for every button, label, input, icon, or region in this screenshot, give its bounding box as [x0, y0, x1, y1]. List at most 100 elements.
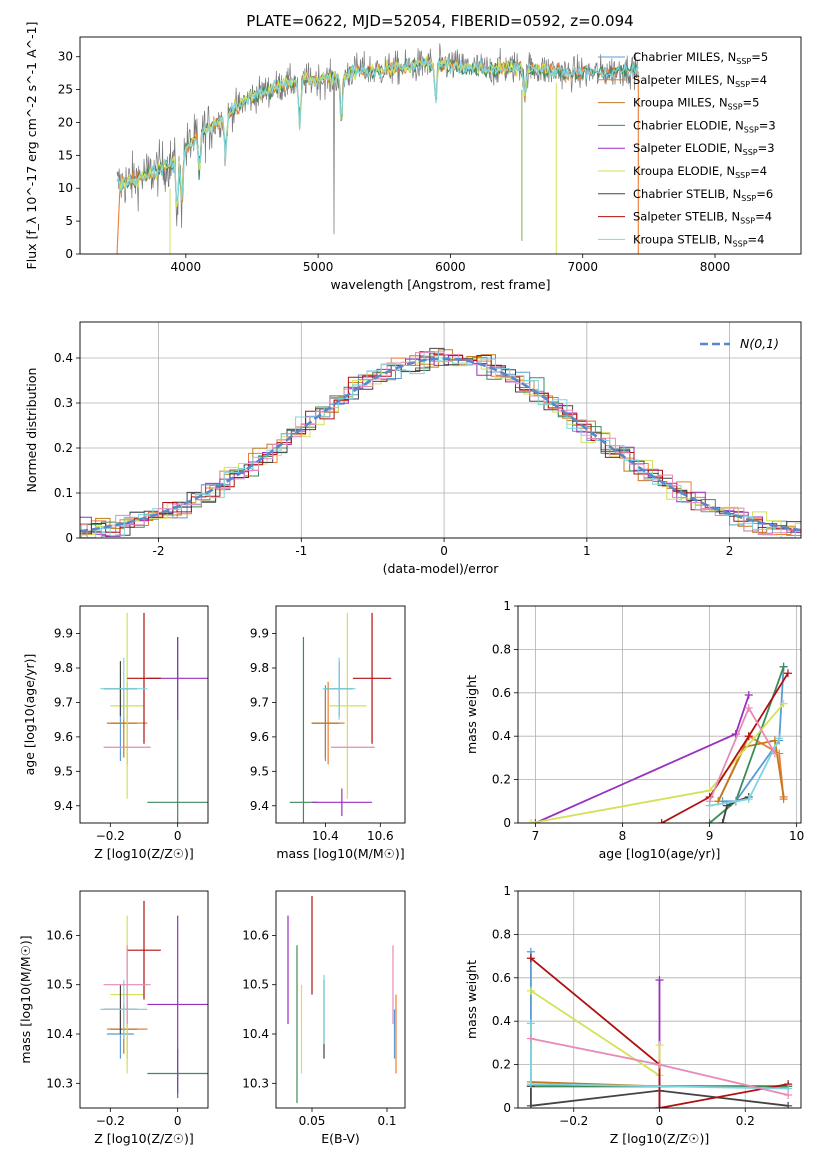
y-tick-label: 0 [65, 531, 73, 545]
legend-label: Salpeter STELIB, NSSP=4 [633, 210, 772, 226]
errorbars [289, 612, 392, 823]
series-point [775, 734, 784, 743]
y-tick-label: 9.5 [250, 764, 269, 778]
x-axis-label: Z [log10(Z/Z☉)] [610, 1131, 710, 1146]
plot-frame [517, 605, 802, 824]
y-tick-label: 1 [503, 599, 511, 613]
y-tick-label: 30 [58, 50, 73, 64]
series-point [526, 1034, 535, 1043]
errorbars [100, 900, 208, 1099]
plot-frame [79, 36, 802, 255]
panel-mass-weight-vs-Z: −0.2 0 0.2 0 0.2 0.4 0.6 0.8 1 Z [log10(Z/Z☉)] mas… [464, 884, 802, 1146]
y-axis-label: age [log10(age/yr)] [22, 654, 37, 776]
series-point [527, 819, 536, 823]
x-tick-label: -1 [295, 544, 307, 558]
weight-lines [527, 662, 792, 823]
panel-mass-vs-Z: −0.2 0 10.3 10.4 10.5 10.6 Z [log10(Z/Z☉)] mass… [18, 890, 209, 1146]
model-spectrum-line [116, 57, 639, 202]
series-point [526, 1080, 535, 1089]
x-tick-label: 5000 [303, 260, 334, 274]
x-tick-label: 0 [174, 829, 182, 843]
plot-frame [517, 890, 802, 1109]
x-axis-label: wavelength [Angstrom, rest frame] [330, 277, 550, 292]
x-tick-label: −0.2 [96, 829, 125, 843]
legend-label: Chabrier MILES, NSSP=5 [633, 50, 768, 66]
series-point [784, 1090, 793, 1099]
y-tick-label: 15 [58, 148, 73, 162]
x-axis-label: (data-model)/error [383, 561, 500, 576]
y-axis-label: mass weight [464, 675, 479, 754]
x-tick-label: 9 [706, 829, 714, 843]
y-tick-label: 1 [503, 884, 511, 898]
y-tick-label: 10.3 [46, 1076, 73, 1090]
y-tick-label: 0.6 [492, 686, 511, 700]
legend-label: Salpeter MILES, NSSP=4 [633, 73, 767, 89]
panel-residuals: -2 -1 0 1 2 0 0.1 0.2 0.3 0.4 (data-model)/error No… [24, 321, 802, 576]
y-tick-label: 0.4 [492, 729, 511, 743]
y-tick-label: 9.5 [54, 764, 73, 778]
y-tick-label: 10.3 [242, 1076, 269, 1090]
x-tick-label: 4000 [171, 260, 202, 274]
series-line [530, 1086, 789, 1107]
x-axis-label: Z [log10(Z/Z☉)] [94, 846, 194, 861]
legend: Chabrier MILES, NSSP=5 Salpeter MILES, NS… [598, 50, 776, 248]
series-point [784, 1101, 793, 1108]
series-point [783, 669, 792, 678]
y-tick-label: 0.4 [54, 351, 73, 365]
histogram-step [80, 347, 801, 537]
y-tick-label: 0.1 [54, 486, 73, 500]
x-tick-label: 1 [583, 544, 591, 558]
y-tick-label: 0 [503, 1101, 511, 1115]
y-tick-label: 9.7 [250, 695, 269, 709]
x-tick-label: 8000 [700, 260, 731, 274]
plot-frame [275, 890, 406, 1109]
series-point [526, 986, 535, 995]
figure-title: PLATE=0622, MJD=52054, FIBERID=0592, z=0… [246, 12, 634, 30]
y-tick-label: 0.8 [492, 642, 511, 656]
series-line [661, 672, 789, 823]
y-tick-label: 5 [65, 214, 73, 228]
model-spectrum-line [119, 56, 557, 208]
plot-frame [79, 605, 209, 824]
panel-age-vs-Z: −0.2 0 9.4 9.5 9.6 9.7 9.8 9.9 Z [log10(Z/Z☉)] ag… [22, 605, 209, 861]
series-point [655, 1060, 664, 1069]
series-line [530, 990, 661, 1078]
errorbars [287, 895, 397, 1104]
y-tick-label: 20 [58, 115, 73, 129]
y-tick-label: 0.2 [492, 773, 511, 787]
series-point [744, 795, 753, 804]
y-axis-label: mass weight [464, 960, 479, 1039]
y-tick-label: 0.4 [492, 1014, 511, 1028]
series-point [744, 732, 753, 741]
y-tick-label: 10.5 [242, 978, 269, 992]
spectrum-lines [116, 43, 639, 254]
model-spectrum-line [116, 55, 639, 254]
x-tick-label: 2 [726, 544, 734, 558]
legend-label: Kroupa MILES, NSSP=5 [633, 96, 759, 112]
x-tick-label: 7000 [567, 260, 598, 274]
x-tick-label: 0 [656, 1114, 664, 1128]
y-tick-label: 9.7 [54, 695, 73, 709]
histogram-step [80, 354, 801, 536]
series-point [731, 797, 740, 806]
x-tick-label: 8 [619, 829, 627, 843]
panel-mass-vs-EBV: 0.05 0.1 10.3 10.4 10.5 10.6 E(B-V) [242, 890, 406, 1146]
y-tick-label: 10.4 [242, 1027, 269, 1041]
series-point [705, 797, 714, 806]
series-point [779, 792, 788, 801]
legend-label: Chabrier STELIB, NSSP=6 [633, 187, 773, 203]
x-tick-label: 10.4 [312, 829, 339, 843]
weight-lines [526, 947, 793, 1108]
y-tick-label: 9.6 [250, 730, 269, 744]
histogram-step [80, 351, 801, 538]
panel-spectrum: 4000 5000 6000 7000 8000 0 5 10 15 20 25 30 waveleng… [24, 22, 802, 292]
y-axis-label: Flux [f_λ 10^-17 erg cm^-2 s^-1 A^-1] [24, 22, 39, 270]
series-point [779, 699, 788, 708]
gaussian-curve [80, 357, 800, 533]
histogram-step [80, 351, 801, 535]
y-tick-label: 9.6 [54, 730, 73, 744]
y-tick-label: 9.4 [54, 799, 73, 813]
x-tick-label: 10.6 [367, 829, 394, 843]
